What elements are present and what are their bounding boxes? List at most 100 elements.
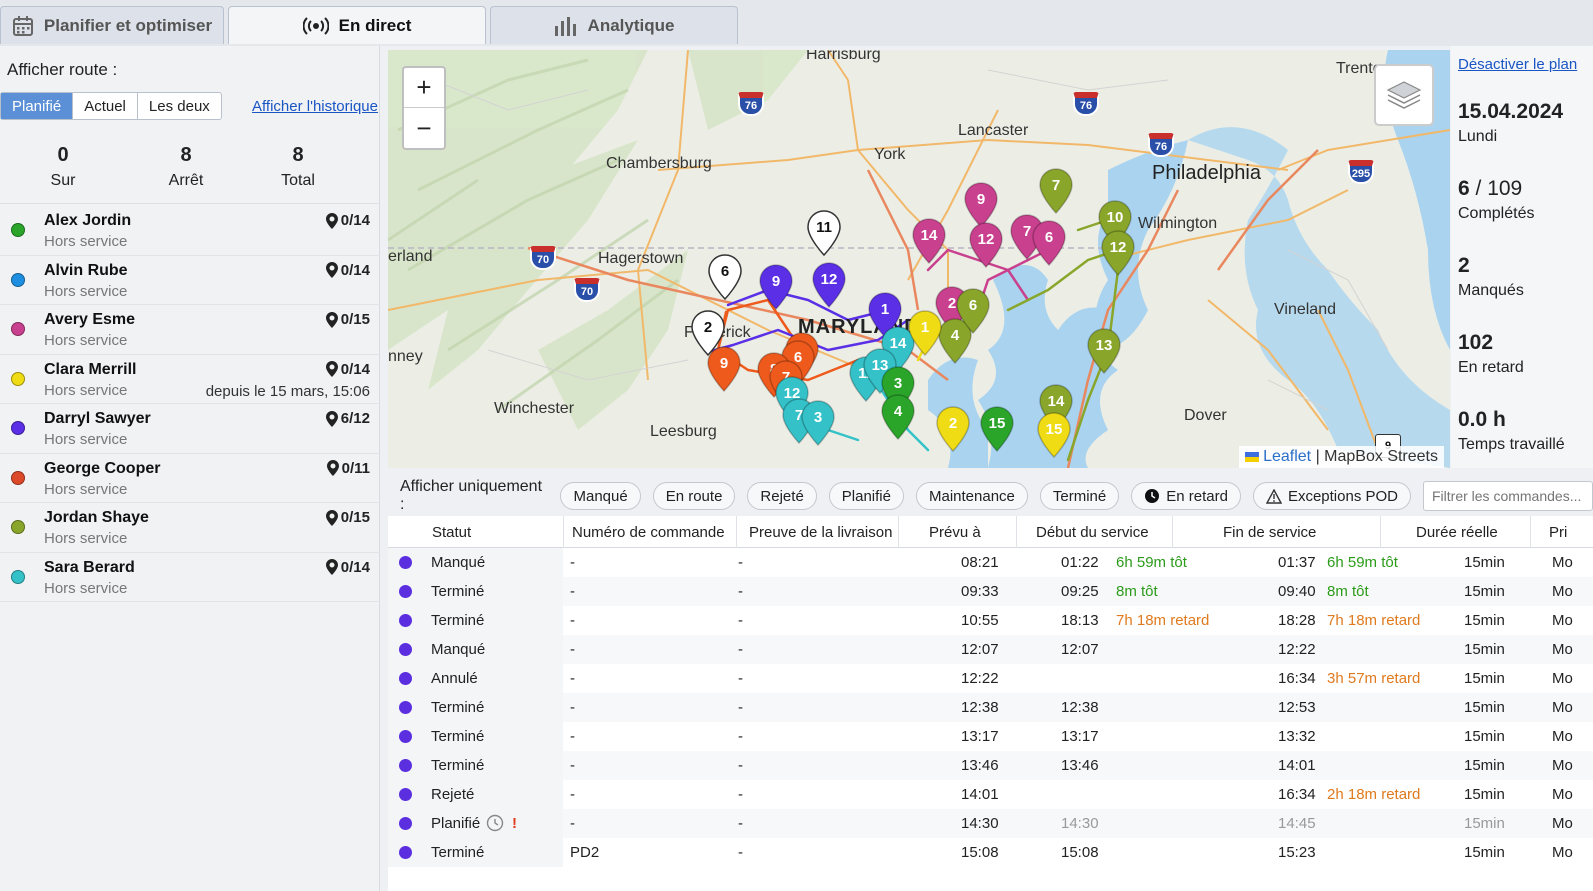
driver-row[interactable]: George Cooper Hors service 0/11 (0, 454, 380, 503)
segment-planned[interactable]: Planifié (1, 93, 74, 119)
segment-actual[interactable]: Actuel (73, 93, 138, 119)
table-row[interactable]: Planifié! - - 14:30 14:30 14:45 15min Mo (388, 809, 1593, 838)
marker-pin (801, 400, 835, 447)
tab-plan-optimize[interactable]: Planifier et optimiser (0, 6, 224, 44)
table-row[interactable]: Terminé - - 13:46 13:46 14:01 15min Mo (388, 751, 1593, 780)
map-marker[interactable]: 13 (1087, 328, 1121, 375)
cell-start-note: 6h 59m tôt (1116, 554, 1187, 571)
filter-chip-completed[interactable]: Terminé (1039, 482, 1120, 510)
show-history-link[interactable]: Afficher l'historique (252, 98, 378, 115)
map-marker[interactable]: 1 (908, 310, 942, 357)
zoom-control: + − (402, 66, 446, 150)
col-proof-of-delivery[interactable]: Preuve de la livraison (749, 524, 893, 541)
cell-priority: Mo (1552, 815, 1573, 832)
late-label: En retard (1458, 359, 1524, 376)
map-marker[interactable]: 7 (1039, 168, 1073, 215)
table-row[interactable]: Rejeté - - 14:01 16:34 2h 18m retard 15min Mo (388, 780, 1593, 809)
filter-chip-missed[interactable]: Manqué (560, 482, 641, 510)
map-marker[interactable]: 14 (912, 218, 946, 265)
cell-start: 15:08 (1061, 844, 1099, 861)
cell-proof-of-delivery: - (738, 699, 743, 716)
disable-plan-link[interactable]: Désactiver le plan (1458, 56, 1578, 73)
driver-row[interactable]: Jordan Shaye Hors service 0/15 (0, 503, 380, 553)
marker-label: 7 (1023, 223, 1031, 240)
filter-chip-pod-exceptions[interactable]: Exceptions POD (1252, 482, 1411, 510)
table-row[interactable]: Terminé - - 10:55 18:13 7h 18m retard 18:28 7h … (388, 606, 1593, 635)
col-actual-duration[interactable]: Durée réelle (1416, 524, 1498, 541)
map-marker[interactable]: 3 (801, 400, 835, 447)
marker-pin (912, 218, 946, 265)
marker-label: 7 (782, 369, 790, 386)
leaflet-link[interactable]: Leaflet (1263, 448, 1312, 465)
table-row[interactable]: Terminé - - 09:33 09:25 8m tôt 09:40 8m tôt 15mi… (388, 577, 1593, 606)
driver-row[interactable]: Alvin Rube Hors service 0/14 (0, 256, 380, 305)
segment-both[interactable]: Les deux (148, 97, 210, 115)
col-service-end[interactable]: Fin de service (1223, 524, 1317, 541)
cell-order-number: - (570, 786, 575, 803)
map-marker[interactable]: 12 (969, 222, 1003, 269)
map-marker[interactable]: 2 (691, 310, 725, 357)
marker-label: 1 (881, 301, 889, 318)
col-planned[interactable]: Prévu à (929, 524, 981, 541)
marker-label: 6 (969, 297, 977, 314)
cell-planned: 12:38 (961, 699, 999, 716)
driver-row[interactable]: Darryl Sawyer Hors service 6/12 (0, 404, 380, 454)
tab-analytics[interactable]: Analytique (490, 6, 738, 44)
status-dot (399, 556, 412, 569)
map-marker[interactable]: 15 (1037, 412, 1071, 459)
driver-row[interactable]: Clara Merrill Hors service 0/14 depuis le 1… (0, 355, 380, 404)
completed-total: 109 (1487, 177, 1523, 200)
table-row[interactable]: Manqué - - 08:21 01:22 6h 59m tôt 01:37 6h 59m … (388, 548, 1593, 577)
map-marker[interactable]: 6 (708, 254, 742, 301)
filter-chip-planned[interactable]: Planifié (828, 482, 904, 510)
map-marker[interactable]: 6 (1032, 220, 1066, 267)
stop-count-value: 0/14 (340, 212, 370, 229)
cell-planned: 08:21 (961, 554, 999, 571)
cell-start: 12:38 (1061, 699, 1099, 716)
table-row[interactable]: Manqué - - 12:07 12:07 12:22 15min Mo (388, 635, 1593, 664)
table-header: Statut Numéro de commande Preuve de la l… (388, 516, 1593, 548)
col-order-number[interactable]: Numéro de commande (572, 524, 725, 541)
driver-color-dot (11, 272, 25, 287)
table-row[interactable]: Terminé - - 12:38 12:38 12:53 15min Mo (388, 693, 1593, 722)
driver-row[interactable]: Avery Esme Hors service 0/15 (0, 305, 380, 355)
table-row[interactable]: Annulé - - 12:22 16:34 3h 57m retard 15min Mo (388, 664, 1593, 693)
driver-status: Hors service (44, 233, 128, 250)
filter-chip-late[interactable]: En retard (1131, 482, 1241, 510)
missed-label: Manqués (1458, 282, 1524, 299)
route-map[interactable]: Harrisburg Lancaster York Philadelphia C… (388, 50, 1450, 468)
driver-color-dot (11, 520, 25, 534)
col-status[interactable]: Statut (432, 524, 472, 541)
map-pin-icon (325, 361, 338, 377)
map-marker[interactable]: 12 (812, 262, 846, 309)
completed-label: Complétés (1458, 205, 1535, 222)
col-priority[interactable]: Pri (1549, 524, 1568, 541)
status-cell-bg (388, 635, 563, 664)
marker-pin (807, 210, 841, 257)
filter-chip-rejected[interactable]: Rejeté (747, 482, 817, 510)
tab-live[interactable]: En direct (228, 6, 486, 44)
filter-chip-maintenance[interactable]: Maintenance (915, 482, 1028, 510)
table-row[interactable]: Terminé PD2 - 15:08 15:08 15:23 15min Mo (388, 838, 1593, 867)
cell-start: 13:17 (1061, 728, 1099, 745)
map-marker[interactable]: 6 (956, 288, 990, 335)
filter-chip-en-route[interactable]: En route (652, 482, 736, 510)
table-row[interactable]: Terminé - - 13:17 13:17 13:32 15min Mo (388, 722, 1593, 751)
zoom-in-button[interactable]: + (404, 68, 444, 108)
map-marker[interactable]: 2 (936, 406, 970, 453)
layers-button[interactable] (1374, 64, 1434, 126)
col-service-start[interactable]: Début du service (1036, 524, 1149, 541)
order-filter-input[interactable] (1423, 481, 1593, 511)
cell-planned: 14:30 (961, 815, 999, 832)
map-marker[interactable]: 12 (1101, 230, 1135, 277)
map-marker[interactable]: 11 (807, 210, 841, 257)
cell-status: Terminé (431, 583, 485, 600)
map-marker[interactable]: 9 (759, 264, 793, 311)
driver-row[interactable]: Alex Jordin Hors service 0/14 (0, 206, 380, 256)
map-marker[interactable]: 4 (881, 394, 915, 441)
map-place: erland (388, 248, 433, 265)
map-marker[interactable]: 9 (707, 346, 741, 393)
map-marker[interactable]: 15 (980, 406, 1014, 453)
driver-row[interactable]: Sara Berard Hors service 0/14 (0, 553, 380, 602)
zoom-out-button[interactable]: − (416, 112, 432, 143)
